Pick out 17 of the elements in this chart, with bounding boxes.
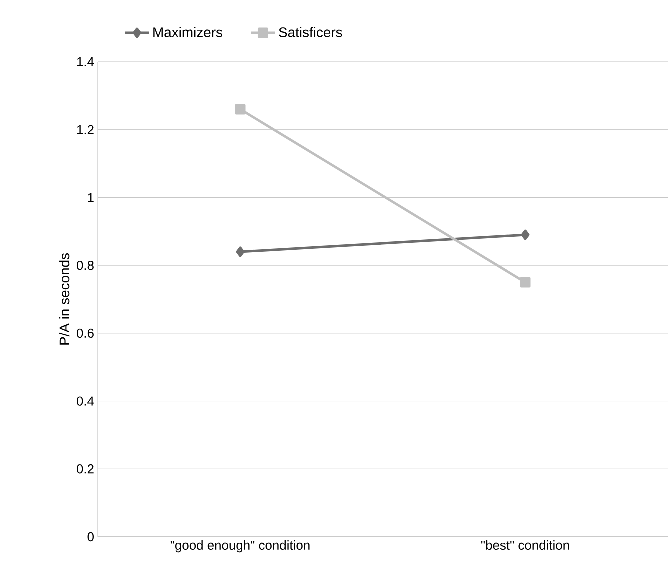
legend-label: Maximizers <box>154 27 222 38</box>
y-axis-title: P/A in seconds <box>59 254 70 345</box>
y-tick-label: 0 <box>88 532 94 542</box>
legend-label: Satisficers <box>279 27 342 38</box>
point <box>235 104 246 115</box>
y-tick-label: 0.8 <box>76 260 94 270</box>
y-tick-label: 1 <box>88 193 94 202</box>
y-tick-label: 0.6 <box>76 328 94 338</box>
point <box>520 277 531 288</box>
y-tick-label: 1.4 <box>77 58 94 66</box>
x-tick-label: "good enough" condition <box>170 540 310 553</box>
y-tick-label: 0.2 <box>76 464 94 474</box>
point <box>236 246 245 258</box>
y-tick-label: 0.4 <box>76 396 94 406</box>
point <box>521 230 530 240</box>
x-tick-label: "best" condition <box>481 540 570 550</box>
y-tick-label: 1.2 <box>77 125 94 134</box>
